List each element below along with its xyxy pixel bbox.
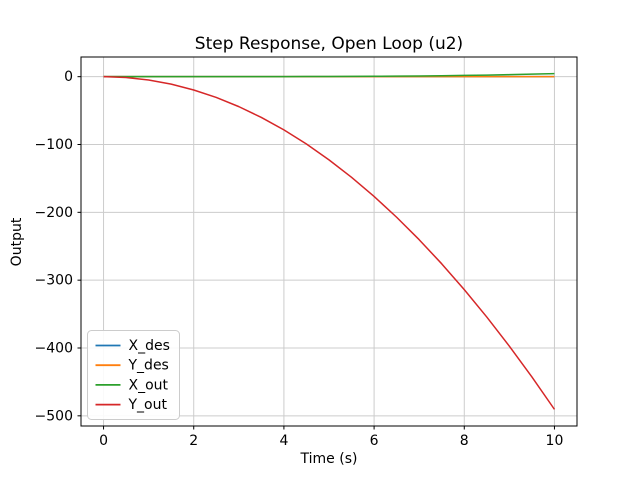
tick-marks: 0 2 4 6 8 10 0 −100 −200 −300 −400 −500 xyxy=(35,69,564,449)
legend-box xyxy=(87,330,180,420)
y-tick-label: −100 xyxy=(35,137,73,153)
plot-border xyxy=(80,56,578,427)
y-tick-label: −300 xyxy=(35,273,73,289)
legend-label-Y_des: Y_des xyxy=(128,358,169,374)
chart-title: Step Response, Open Loop (u2) xyxy=(195,34,463,54)
series-line-X_out xyxy=(103,72,555,78)
x-tick-label: 6 xyxy=(370,433,379,449)
series-lines xyxy=(103,72,556,410)
series-line-Y_out xyxy=(103,75,556,410)
y-tick-label: −200 xyxy=(35,205,73,221)
x-tick-label: 2 xyxy=(189,433,198,449)
legend: X_des Y_des X_out Y_out xyxy=(87,330,180,420)
y-tick-label: −400 xyxy=(35,340,73,356)
x-tick-label: 4 xyxy=(279,433,288,449)
x-tick-label: 10 xyxy=(546,433,564,449)
x-tick-label: 0 xyxy=(99,433,108,449)
x-tick-label: 8 xyxy=(460,433,469,449)
y-tick-label: −500 xyxy=(35,408,73,424)
legend-label-X_out: X_out xyxy=(129,377,169,393)
legend-label-X_des: X_des xyxy=(129,338,170,354)
legend-label-Y_out: Y_out xyxy=(128,397,168,413)
x-axis-label: Time (s) xyxy=(300,451,358,467)
y-axis-label: Output xyxy=(9,217,25,266)
y-tick-label: 0 xyxy=(64,69,73,85)
